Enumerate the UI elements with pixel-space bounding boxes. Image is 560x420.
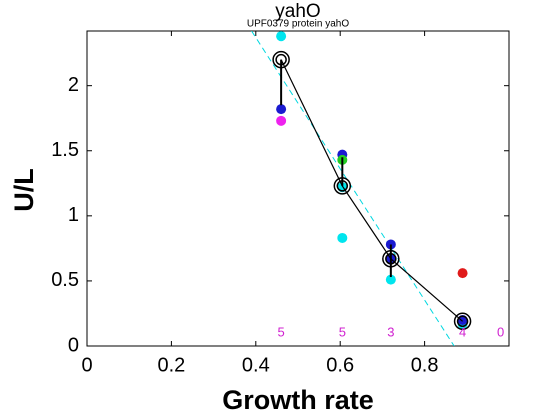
chart-title: yahO	[275, 1, 320, 22]
mean-point	[382, 250, 400, 268]
y-tick-label: 0	[68, 334, 79, 356]
plot-frame	[86, 30, 510, 347]
count-label: 0	[497, 324, 504, 339]
mean-point	[272, 50, 290, 69]
count-label: 5	[278, 324, 285, 339]
mean-line	[280, 59, 463, 322]
x-tick-label: 0.4	[242, 354, 270, 376]
y-tick-label: 1	[68, 204, 79, 226]
count-label: 3	[387, 324, 394, 339]
y-tick-label: 1.5	[51, 139, 79, 161]
count-label: 4	[459, 324, 466, 339]
count-label: 5	[339, 324, 346, 339]
mean-point	[453, 312, 472, 331]
y-axis-label: U/L	[9, 168, 39, 212]
x-tick-label: 0.2	[157, 354, 185, 376]
point	[276, 31, 287, 42]
chart-subtitle: UPF0379 protein yahO	[247, 19, 350, 30]
point	[385, 274, 396, 285]
mean-point	[333, 177, 352, 195]
point	[337, 232, 348, 243]
x-tick-label: 0.8	[411, 354, 439, 376]
mean-point	[336, 180, 349, 192]
point	[276, 104, 287, 115]
mean-point	[456, 315, 469, 328]
y-tick-label: 0.5	[51, 269, 79, 291]
point	[457, 268, 468, 279]
x-tick-label: 0.6	[326, 354, 354, 376]
x-tick-label: 0	[81, 354, 92, 376]
x-axis-label: Growth rate	[222, 385, 374, 415]
y-tick-label: 2	[68, 74, 79, 96]
mean-point	[385, 253, 397, 265]
point	[276, 115, 287, 126]
fit-line	[251, 31, 455, 346]
mean-point	[275, 53, 287, 66]
